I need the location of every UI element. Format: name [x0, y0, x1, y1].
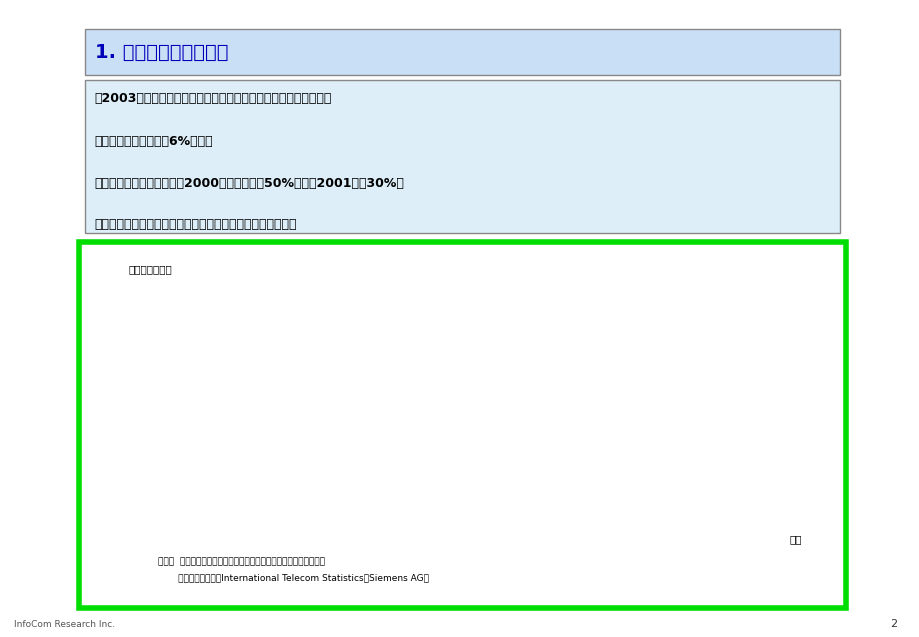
- Text: 21: 21: [258, 506, 271, 516]
- Text: 年末: 年末: [789, 534, 801, 544]
- Text: ・携帯電話も鈍化始まる：2000年まで成長率50%程度、2001年は30%。: ・携帯電話も鈍化始まる：2000年まで成長率50%程度、2001年は30%。: [95, 177, 404, 190]
- Text: 998: 998: [683, 311, 701, 321]
- Text: 15: 15: [207, 507, 219, 517]
- Text: 854: 854: [579, 340, 597, 350]
- Text: 211: 211: [527, 466, 545, 476]
- Text: 加入数（百万）: 加入数（百万）: [129, 264, 173, 274]
- Text: 742: 742: [474, 361, 494, 371]
- Text: 固定電話加入数：International Telecom Statistics（Siemens AG）: 固定電話加入数：International Telecom Statistics…: [158, 573, 429, 582]
- Text: 919: 919: [630, 327, 649, 337]
- Text: 610: 610: [319, 387, 337, 397]
- Text: 固定電話: 固定電話: [406, 357, 432, 366]
- Text: 54: 54: [374, 497, 386, 506]
- Text: ・2003年には、携帯電話が固定電話を追い越す、と予測される。: ・2003年には、携帯電話が固定電話を追い越す、と予測される。: [95, 92, 332, 105]
- Text: 出所：  携帯電話加入数：各種資料から情報通信総合研究所にて作成: 出所： 携帯電話加入数：各種資料から情報通信総合研究所にて作成: [158, 557, 325, 566]
- Text: 携帯電話: 携帯電話: [494, 443, 521, 453]
- Text: 88: 88: [425, 490, 438, 500]
- Text: 576: 576: [267, 394, 285, 404]
- Text: InfoCom Research Inc.: InfoCom Research Inc.: [14, 620, 115, 629]
- Text: 1,061: 1,061: [761, 304, 789, 314]
- Text: 1. 世界の携帯電話市場: 1. 世界の携帯電話市場: [95, 43, 228, 62]
- Text: ・当面の普及限界は、固定電話：世帯数、携帯電話：人口。: ・当面の普及限界は、固定電話：世帯数、携帯電話：人口。: [95, 218, 297, 231]
- Text: 473: 473: [630, 414, 649, 424]
- Text: 796: 796: [527, 351, 545, 361]
- Text: 140: 140: [475, 480, 493, 490]
- Text: ・固定電話の成長率：6%程度。: ・固定電話の成長率：6%程度。: [95, 135, 213, 148]
- Text: 727: 727: [683, 364, 701, 375]
- Text: 946: 946: [761, 327, 779, 337]
- Text: 549: 549: [214, 399, 233, 410]
- Text: 34: 34: [311, 503, 323, 513]
- Text: 2: 2: [889, 619, 896, 629]
- Text: 314: 314: [579, 445, 597, 455]
- Text: 685: 685: [423, 373, 441, 383]
- Text: 641: 641: [370, 382, 389, 391]
